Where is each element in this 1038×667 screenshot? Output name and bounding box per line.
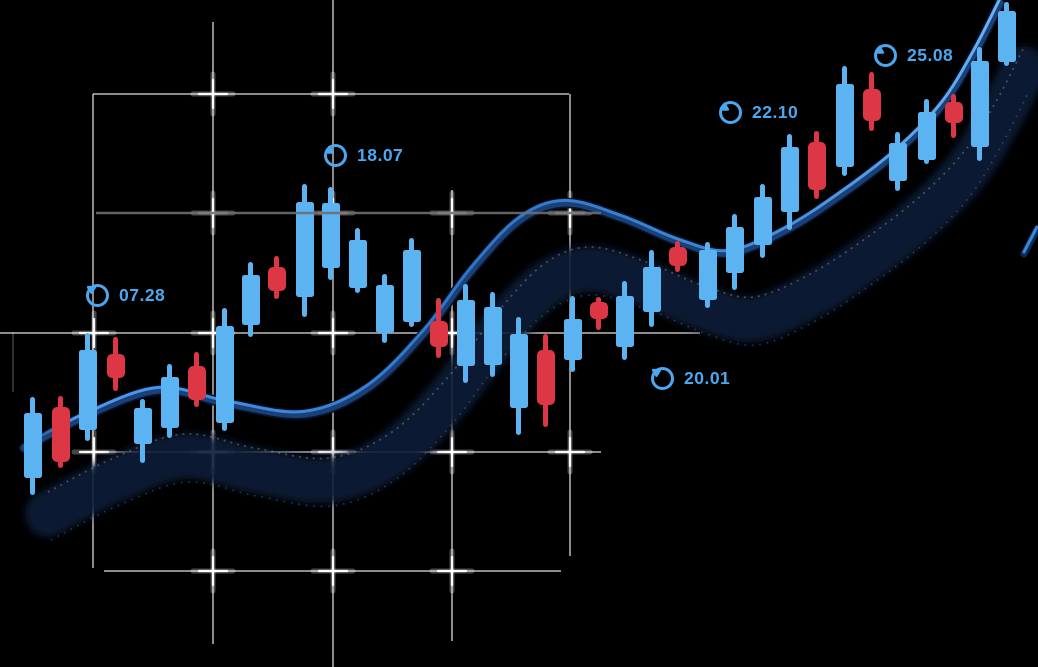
arrow-up-circle-icon	[719, 101, 742, 124]
candle-body-up	[242, 275, 260, 325]
candle-body-up	[998, 11, 1016, 62]
date-marker-label: 25.08	[907, 44, 954, 65]
grid-flare-cross	[310, 310, 356, 356]
candle-body-up	[349, 240, 367, 288]
arrow-up-circle-icon	[874, 44, 897, 67]
candle-body-up	[79, 350, 97, 430]
grid-flare-cross	[429, 548, 475, 594]
grid-flare-cross	[429, 429, 475, 475]
candle-body-up	[971, 61, 989, 147]
candle-body-up	[161, 377, 179, 428]
candle-body-up	[376, 285, 394, 333]
candle-body-down	[268, 267, 286, 291]
date-marker-down: 20.01	[651, 367, 730, 390]
candle-body-down	[107, 354, 125, 378]
grid-flare-cross	[310, 548, 356, 594]
candle-body-down	[188, 366, 206, 400]
candle-body-up	[754, 197, 772, 245]
edge-curve-fragment-highlight	[1022, 225, 1038, 254]
candle-body-up	[781, 147, 799, 212]
candle-body-down	[52, 407, 70, 462]
candle-body-up	[296, 202, 314, 297]
grid-flare-cross	[71, 310, 117, 356]
candle-body-up	[24, 413, 42, 478]
candle-body-up	[322, 203, 340, 268]
candle-body-down	[808, 142, 826, 190]
candle-body-down	[590, 302, 608, 319]
grid-flare-cross	[190, 71, 236, 117]
candle-body-up	[457, 300, 475, 366]
trend-shadow-band	[25, 46, 1038, 537]
candle-body-down	[537, 350, 555, 405]
candle-body-down	[945, 102, 963, 123]
candle-body-up	[889, 143, 907, 181]
candle-body-up	[699, 250, 717, 300]
candle-body-up	[484, 307, 502, 365]
date-marker-up: 22.10	[719, 101, 798, 124]
shadow-speckle-edge	[47, 46, 1025, 493]
candle-body-down	[430, 321, 448, 347]
candle-body-up	[216, 326, 234, 423]
grid-flare-cross	[547, 429, 593, 475]
grid-flare-cross	[310, 71, 356, 117]
shadow-speckle-edge	[50, 94, 1028, 541]
candle-body-up	[643, 267, 661, 312]
candle-body-up	[918, 112, 936, 160]
date-marker-up: 18.07	[324, 144, 403, 167]
date-marker-label: 22.10	[752, 101, 799, 122]
candle-body-up	[134, 408, 152, 444]
candle-body-up	[403, 250, 421, 322]
grid-flare-cross	[190, 548, 236, 594]
date-marker-down: 07.28	[86, 284, 165, 307]
date-marker-label: 07.28	[119, 284, 166, 305]
arrow-down-circle-icon	[86, 284, 109, 307]
candle-body-down	[669, 247, 687, 266]
date-marker-label: 20.01	[684, 367, 731, 388]
arrow-down-circle-icon	[651, 367, 674, 390]
candle-body-up	[836, 84, 854, 167]
candle-body-down	[863, 89, 881, 121]
arrow-up-circle-icon	[324, 144, 347, 167]
candle-body-up	[564, 319, 582, 360]
date-marker-label: 18.07	[357, 144, 404, 165]
date-marker-up: 25.08	[874, 44, 953, 67]
candle-body-up	[616, 296, 634, 347]
candle-body-up	[726, 227, 744, 273]
candle-body-up	[510, 334, 528, 408]
